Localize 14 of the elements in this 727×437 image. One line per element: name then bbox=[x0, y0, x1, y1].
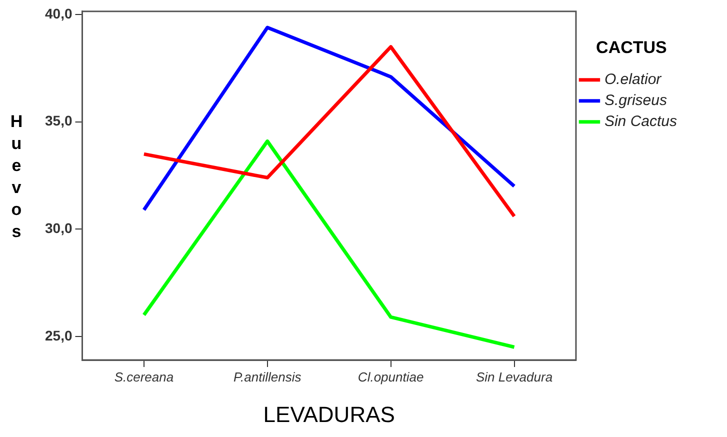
x-tick-label: S.cereana bbox=[114, 369, 174, 384]
x-tick-label: Cl.opuntiae bbox=[358, 369, 424, 384]
y-tick-label: 40,0 bbox=[45, 5, 72, 22]
legend-label: Sin Cactus bbox=[604, 113, 678, 130]
x-tick-label: P.antillensis bbox=[234, 369, 302, 384]
legend-title: CACTUS bbox=[596, 38, 667, 58]
x-axis-title: LEVADURAS bbox=[263, 402, 395, 427]
y-tick-label: 30,0 bbox=[45, 220, 72, 236]
legend-label: O.elatior bbox=[604, 71, 662, 88]
y-axis-title: Huevos bbox=[6, 112, 26, 244]
y-tick-label: 25,0 bbox=[45, 327, 72, 344]
y-tick-label: 35,0 bbox=[45, 112, 72, 129]
x-tick-label: Sin Levadura bbox=[476, 369, 553, 384]
legend-label: S.griseus bbox=[604, 92, 668, 110]
